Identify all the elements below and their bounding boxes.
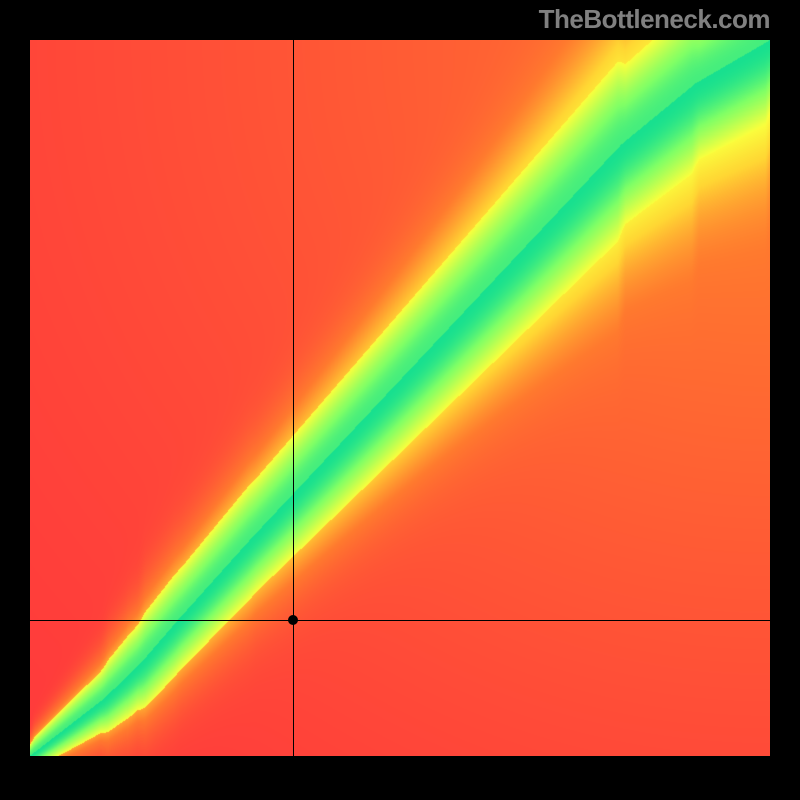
- chart-wrapper: [0, 40, 800, 778]
- heatmap-canvas: [30, 40, 770, 756]
- watermark-text: TheBottleneck.com: [0, 0, 800, 40]
- bottleneck-heatmap: [30, 40, 770, 756]
